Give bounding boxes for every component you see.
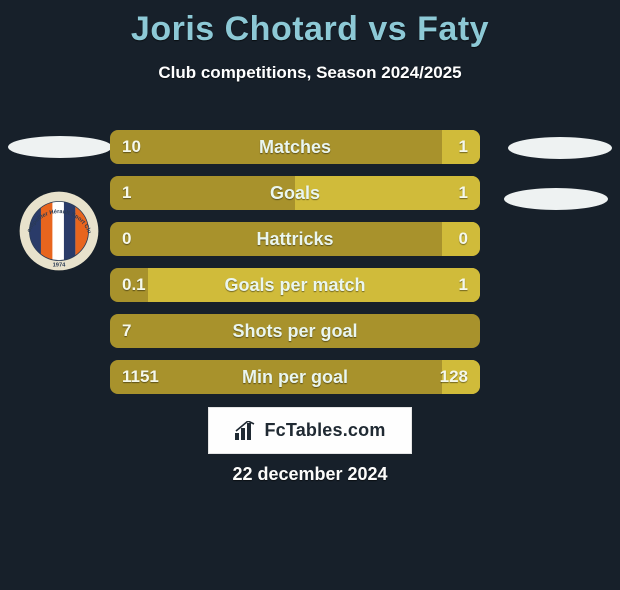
bar-segment-right (295, 176, 480, 210)
bar-value-left: 10 (122, 130, 141, 164)
player-left-placeholder-icon (8, 136, 112, 158)
bar-chart-icon (234, 421, 258, 441)
bar-segment-right (442, 130, 480, 164)
stat-row: 11Goals (110, 176, 480, 210)
bar-label: Matches (110, 130, 480, 164)
page-subtitle: Club competitions, Season 2024/2025 (0, 63, 620, 83)
bar-segment-right (148, 268, 480, 302)
bar-value-left: 7 (122, 314, 131, 348)
stat-row: 101Matches (110, 130, 480, 164)
bar-segment-right (442, 360, 480, 394)
club-badge-left-icon: Montpellier Hérault Sport Club 1974 (18, 190, 100, 272)
bar-label: Min per goal (110, 360, 480, 394)
bar-label: Shots per goal (110, 314, 480, 348)
footer-brand-logo[interactable]: FcTables.com (208, 407, 412, 454)
bar-segment-right (442, 222, 480, 256)
stat-row: 00Hattricks (110, 222, 480, 256)
club-right-placeholder-icon (504, 188, 608, 210)
bar-value-left: 1 (122, 176, 131, 210)
footer-brand-text: FcTables.com (264, 420, 385, 441)
bar-label: Hattricks (110, 222, 480, 256)
page-title: Joris Chotard vs Faty (0, 10, 620, 49)
bar-value-left: 0.1 (122, 268, 146, 302)
bar-value-left: 0 (122, 222, 131, 256)
stat-row: 1151128Min per goal (110, 360, 480, 394)
bar-value-left: 1151 (122, 360, 159, 394)
player-right-placeholder-icon (508, 137, 612, 159)
stats-bar-chart: 101Matches11Goals00Hattricks0.11Goals pe… (110, 130, 480, 406)
stat-row: 7Shots per goal (110, 314, 480, 348)
svg-text:1974: 1974 (53, 262, 67, 268)
stat-row: 0.11Goals per match (110, 268, 480, 302)
footer-date: 22 december 2024 (0, 464, 620, 485)
